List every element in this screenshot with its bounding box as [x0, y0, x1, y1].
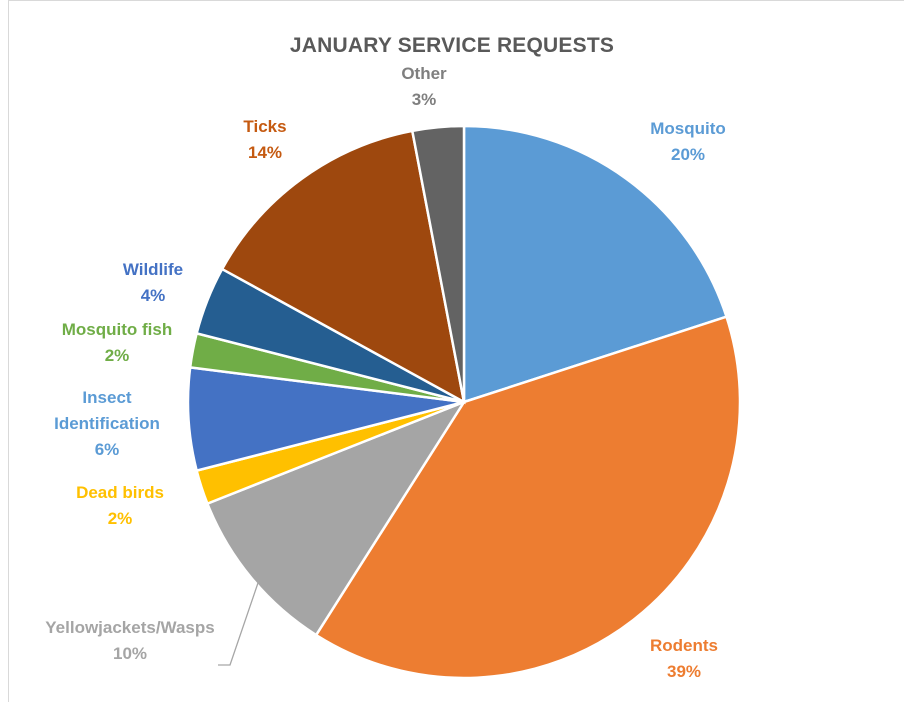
slice-category-label: Dead birds — [76, 483, 164, 502]
data-labels-layer: Mosquito 20% Rodents 39% Yellowjackets/Wasps… — [45, 64, 726, 681]
slice-percent-label: 14% — [248, 143, 282, 162]
slice-percent-label: 39% — [667, 662, 701, 681]
pie-slice-ticks — [220, 129, 466, 405]
data-label-wildlife: Wildlife 4% — [123, 260, 183, 305]
pie-slice-mosquito — [462, 124, 729, 404]
data-label-insect-identification: Insect Identification 6% — [54, 388, 160, 459]
slice-percent-label: 20% — [671, 145, 705, 164]
slice-category-label: Insect — [82, 388, 131, 407]
slice-percent-label: 10% — [113, 644, 147, 663]
data-label-yellowjackets-wasps: Yellowjackets/Wasps 10% — [45, 618, 214, 663]
data-label-rodents: Rodents 39% — [650, 636, 718, 681]
slice-category-label: Yellowjackets/Wasps — [45, 618, 214, 637]
data-label-dead-birds: Dead birds 2% — [76, 483, 164, 528]
pie-slice-yellowjackets-wasps — [205, 399, 468, 637]
slices-layer — [186, 124, 742, 680]
slice-percent-label: 4% — [141, 286, 166, 305]
slice-percent-label: 2% — [108, 509, 133, 528]
data-label-other: Other 3% — [401, 64, 447, 109]
slice-category-label: Ticks — [243, 117, 286, 136]
slice-percent-label: 2% — [105, 346, 130, 365]
slice-category-label: Rodents — [650, 636, 718, 655]
chart-title: JANUARY SERVICE REQUESTS — [289, 34, 615, 57]
slice-category-label: Wildlife — [123, 260, 183, 279]
slice-category-label: Identification — [54, 414, 160, 433]
slice-category-label: Mosquito — [650, 119, 726, 138]
pie-slice-other — [410, 124, 466, 403]
pie-slice-rodents — [314, 315, 742, 680]
slice-category-label: Mosquito fish — [62, 320, 172, 339]
slice-percent-label: 6% — [95, 440, 120, 459]
data-label-ticks: Ticks 14% — [243, 117, 286, 162]
leader-lines-layer — [218, 579, 260, 666]
slice-category-label: Other — [401, 64, 447, 83]
leader-line-yellowjackets-wasps — [218, 579, 260, 666]
slice-percent-label: 3% — [412, 90, 437, 109]
data-label-mosquito-fish: Mosquito fish 2% — [62, 320, 172, 365]
data-label-mosquito: Mosquito 20% — [650, 119, 726, 164]
